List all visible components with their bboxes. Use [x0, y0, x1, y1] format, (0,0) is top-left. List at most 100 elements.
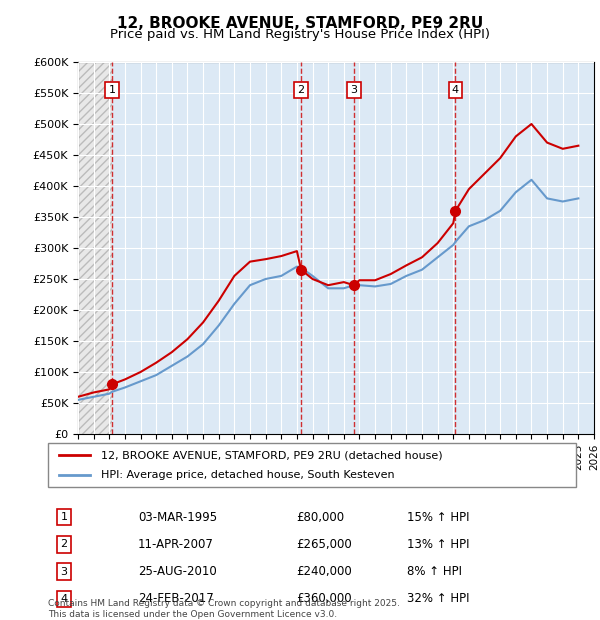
- HPI: Average price, detached house, South Kesteven: (2e+03, 1.75e+05): Average price, detached house, South Kes…: [215, 322, 223, 329]
- Text: 25-AUG-2010: 25-AUG-2010: [138, 565, 217, 578]
- 12, BROOKE AVENUE, STAMFORD, PE9 2RU (detached house): [247, 258, 254, 265]
- HPI: Average price, detached house, South Kesteven: (2.01e+03, 2.4e+05): Average price, detached house, South Kes…: [356, 281, 363, 289]
- Text: 4: 4: [452, 85, 459, 95]
- Line: HPI: Average price, detached house, South Kesteven: HPI: Average price, detached house, Sout…: [78, 180, 578, 400]
- HPI: Average price, detached house, South Kesteven: (2.02e+03, 3.35e+05): Average price, detached house, South Kes…: [466, 223, 473, 230]
- HPI: Average price, detached house, South Kesteven: (2.02e+03, 3.75e+05): Average price, detached house, South Kes…: [559, 198, 566, 205]
- 12, BROOKE AVENUE, STAMFORD, PE9 2RU (detached house): [544, 139, 551, 146]
- Text: 13% ↑ HPI: 13% ↑ HPI: [407, 538, 470, 551]
- Text: 2: 2: [298, 85, 305, 95]
- 12, BROOKE AVENUE, STAMFORD, PE9 2RU (detached house): [137, 368, 144, 376]
- 12, BROOKE AVENUE, STAMFORD, PE9 2RU (detached house): [298, 266, 305, 273]
- HPI: Average price, detached house, South Kesteven: (2.01e+03, 2.35e+05): Average price, detached house, South Kes…: [325, 285, 332, 292]
- Text: 3: 3: [61, 567, 67, 577]
- 12, BROOKE AVENUE, STAMFORD, PE9 2RU (detached house): [309, 275, 316, 283]
- 12, BROOKE AVENUE, STAMFORD, PE9 2RU (detached house): [278, 252, 285, 260]
- HPI: Average price, detached house, South Kesteven: (2e+03, 6.8e+04): Average price, detached house, South Kes…: [109, 388, 116, 396]
- 12, BROOKE AVENUE, STAMFORD, PE9 2RU (detached house): [168, 348, 175, 356]
- HPI: Average price, detached house, South Kesteven: (2.02e+03, 3.8e+05): Average price, detached house, South Kes…: [544, 195, 551, 202]
- Text: £360,000: £360,000: [296, 593, 352, 605]
- HPI: Average price, detached house, South Kesteven: (2.01e+03, 2.38e+05): Average price, detached house, South Kes…: [371, 283, 379, 290]
- Text: 12, BROOKE AVENUE, STAMFORD, PE9 2RU (detached house): 12, BROOKE AVENUE, STAMFORD, PE9 2RU (de…: [101, 451, 442, 461]
- 12, BROOKE AVENUE, STAMFORD, PE9 2RU (detached house): [418, 254, 425, 261]
- HPI: Average price, detached house, South Kesteven: (2.01e+03, 2.55e+05): Average price, detached house, South Kes…: [403, 272, 410, 280]
- HPI: Average price, detached house, South Kesteven: (2e+03, 8.5e+04): Average price, detached house, South Kes…: [137, 378, 144, 385]
- 12, BROOKE AVENUE, STAMFORD, PE9 2RU (detached house): [497, 154, 504, 162]
- 12, BROOKE AVENUE, STAMFORD, PE9 2RU (detached house): [106, 386, 113, 393]
- HPI: Average price, detached house, South Kesteven: (2.02e+03, 3.9e+05): Average price, detached house, South Kes…: [512, 188, 520, 196]
- HPI: Average price, detached house, South Kesteven: (2e+03, 2.5e+05): Average price, detached house, South Kes…: [262, 275, 269, 283]
- 12, BROOKE AVENUE, STAMFORD, PE9 2RU (detached house): [466, 185, 473, 193]
- 12, BROOKE AVENUE, STAMFORD, PE9 2RU (detached house): [215, 297, 223, 304]
- Text: Contains HM Land Registry data © Crown copyright and database right 2025.
This d: Contains HM Land Registry data © Crown c…: [48, 600, 400, 619]
- 12, BROOKE AVENUE, STAMFORD, PE9 2RU (detached house): [387, 270, 394, 278]
- HPI: Average price, detached house, South Kesteven: (2.02e+03, 3.05e+05): Average price, detached house, South Kes…: [449, 241, 457, 249]
- 12, BROOKE AVENUE, STAMFORD, PE9 2RU (detached house): [121, 376, 128, 383]
- 12, BROOKE AVENUE, STAMFORD, PE9 2RU (detached house): [262, 255, 269, 263]
- HPI: Average price, detached house, South Kesteven: (2e+03, 2.1e+05): Average price, detached house, South Kes…: [231, 300, 238, 308]
- HPI: Average price, detached house, South Kesteven: (2.01e+03, 2.68e+05): Average price, detached house, South Kes…: [298, 264, 305, 272]
- HPI: Average price, detached house, South Kesteven: (2.02e+03, 4.1e+05): Average price, detached house, South Kes…: [528, 176, 535, 184]
- HPI: Average price, detached house, South Kesteven: (2.01e+03, 2.4e+05): Average price, detached house, South Kes…: [350, 281, 358, 289]
- Text: 24-FEB-2017: 24-FEB-2017: [138, 593, 214, 605]
- HPI: Average price, detached house, South Kesteven: (2e+03, 1.45e+05): Average price, detached house, South Kes…: [199, 340, 206, 348]
- HPI: Average price, detached house, South Kesteven: (2.01e+03, 2.42e+05): Average price, detached house, South Kes…: [387, 280, 394, 288]
- Text: 32% ↑ HPI: 32% ↑ HPI: [407, 593, 470, 605]
- Text: 11-APR-2007: 11-APR-2007: [138, 538, 214, 551]
- Text: 3: 3: [350, 85, 358, 95]
- HPI: Average price, detached house, South Kesteven: (2.01e+03, 2.7e+05): Average price, detached house, South Kes…: [293, 263, 301, 270]
- Text: £265,000: £265,000: [296, 538, 352, 551]
- Text: 15% ↑ HPI: 15% ↑ HPI: [407, 511, 470, 523]
- 12, BROOKE AVENUE, STAMFORD, PE9 2RU (detached house): [434, 239, 441, 247]
- HPI: Average price, detached house, South Kesteven: (2.02e+03, 2.65e+05): Average price, detached house, South Kes…: [418, 266, 425, 273]
- 12, BROOKE AVENUE, STAMFORD, PE9 2RU (detached house): [452, 207, 459, 215]
- FancyBboxPatch shape: [48, 443, 576, 487]
- 12, BROOKE AVENUE, STAMFORD, PE9 2RU (detached house): [559, 145, 566, 153]
- HPI: Average price, detached house, South Kesteven: (2.02e+03, 2.85e+05): Average price, detached house, South Kes…: [434, 254, 441, 261]
- HPI: Average price, detached house, South Kesteven: (2e+03, 6.5e+04): Average price, detached house, South Kes…: [106, 390, 113, 397]
- 12, BROOKE AVENUE, STAMFORD, PE9 2RU (detached house): [371, 277, 379, 284]
- Text: 8% ↑ HPI: 8% ↑ HPI: [407, 565, 462, 578]
- 12, BROOKE AVENUE, STAMFORD, PE9 2RU (detached house): [403, 262, 410, 269]
- 12, BROOKE AVENUE, STAMFORD, PE9 2RU (detached house): [109, 381, 116, 388]
- HPI: Average price, detached house, South Kesteven: (2e+03, 1.1e+05): Average price, detached house, South Kes…: [168, 362, 175, 370]
- Text: Price paid vs. HM Land Registry's House Price Index (HPI): Price paid vs. HM Land Registry's House …: [110, 28, 490, 41]
- Text: 03-MAR-1995: 03-MAR-1995: [138, 511, 217, 523]
- 12, BROOKE AVENUE, STAMFORD, PE9 2RU (detached house): [199, 319, 206, 326]
- HPI: Average price, detached house, South Kesteven: (2.01e+03, 2.55e+05): Average price, detached house, South Kes…: [309, 272, 316, 280]
- Text: 4: 4: [60, 594, 67, 604]
- 12, BROOKE AVENUE, STAMFORD, PE9 2RU (detached house): [152, 359, 160, 366]
- Line: 12, BROOKE AVENUE, STAMFORD, PE9 2RU (detached house): 12, BROOKE AVENUE, STAMFORD, PE9 2RU (de…: [78, 124, 578, 397]
- 12, BROOKE AVENUE, STAMFORD, PE9 2RU (detached house): [74, 393, 82, 401]
- Text: 12, BROOKE AVENUE, STAMFORD, PE9 2RU: 12, BROOKE AVENUE, STAMFORD, PE9 2RU: [117, 16, 483, 30]
- 12, BROOKE AVENUE, STAMFORD, PE9 2RU (detached house): [325, 281, 332, 289]
- HPI: Average price, detached house, South Kesteven: (2.02e+03, 3.6e+05): Average price, detached house, South Kes…: [497, 207, 504, 215]
- HPI: Average price, detached house, South Kesteven: (2.01e+03, 2.35e+05): Average price, detached house, South Kes…: [340, 285, 347, 292]
- Text: 2: 2: [60, 539, 67, 549]
- 12, BROOKE AVENUE, STAMFORD, PE9 2RU (detached house): [340, 278, 347, 286]
- HPI: Average price, detached house, South Kesteven: (2.02e+03, 3.8e+05): Average price, detached house, South Kes…: [575, 195, 582, 202]
- Text: £240,000: £240,000: [296, 565, 352, 578]
- HPI: Average price, detached house, South Kesteven: (2e+03, 1.25e+05): Average price, detached house, South Kes…: [184, 353, 191, 360]
- Text: HPI: Average price, detached house, South Kesteven: HPI: Average price, detached house, Sout…: [101, 469, 394, 479]
- HPI: Average price, detached house, South Kesteven: (2e+03, 7.5e+04): Average price, detached house, South Kes…: [121, 384, 128, 391]
- 12, BROOKE AVENUE, STAMFORD, PE9 2RU (detached house): [350, 281, 358, 289]
- 12, BROOKE AVENUE, STAMFORD, PE9 2RU (detached house): [575, 142, 582, 149]
- HPI: Average price, detached house, South Kesteven: (2.01e+03, 2.55e+05): Average price, detached house, South Kes…: [278, 272, 285, 280]
- 12, BROOKE AVENUE, STAMFORD, PE9 2RU (detached house): [293, 247, 301, 255]
- HPI: Average price, detached house, South Kesteven: (2e+03, 2.4e+05): Average price, detached house, South Kes…: [247, 281, 254, 289]
- 12, BROOKE AVENUE, STAMFORD, PE9 2RU (detached house): [356, 277, 363, 284]
- 12, BROOKE AVENUE, STAMFORD, PE9 2RU (detached house): [449, 219, 457, 227]
- HPI: Average price, detached house, South Kesteven: (1.99e+03, 5.5e+04): Average price, detached house, South Kes…: [74, 396, 82, 404]
- 12, BROOKE AVENUE, STAMFORD, PE9 2RU (detached house): [184, 335, 191, 343]
- 12, BROOKE AVENUE, STAMFORD, PE9 2RU (detached house): [512, 133, 520, 140]
- 12, BROOKE AVENUE, STAMFORD, PE9 2RU (detached house): [90, 389, 97, 396]
- Bar: [78, 62, 112, 434]
- 12, BROOKE AVENUE, STAMFORD, PE9 2RU (detached house): [481, 170, 488, 177]
- HPI: Average price, detached house, South Kesteven: (2.02e+03, 3.1e+05): Average price, detached house, South Kes…: [452, 238, 459, 246]
- HPI: Average price, detached house, South Kesteven: (2.02e+03, 3.45e+05): Average price, detached house, South Kes…: [481, 216, 488, 224]
- HPI: Average price, detached house, South Kesteven: (1.99e+03, 6e+04): Average price, detached house, South Kes…: [90, 393, 97, 401]
- 12, BROOKE AVENUE, STAMFORD, PE9 2RU (detached house): [231, 272, 238, 280]
- 12, BROOKE AVENUE, STAMFORD, PE9 2RU (detached house): [528, 120, 535, 128]
- Text: 1: 1: [109, 85, 115, 95]
